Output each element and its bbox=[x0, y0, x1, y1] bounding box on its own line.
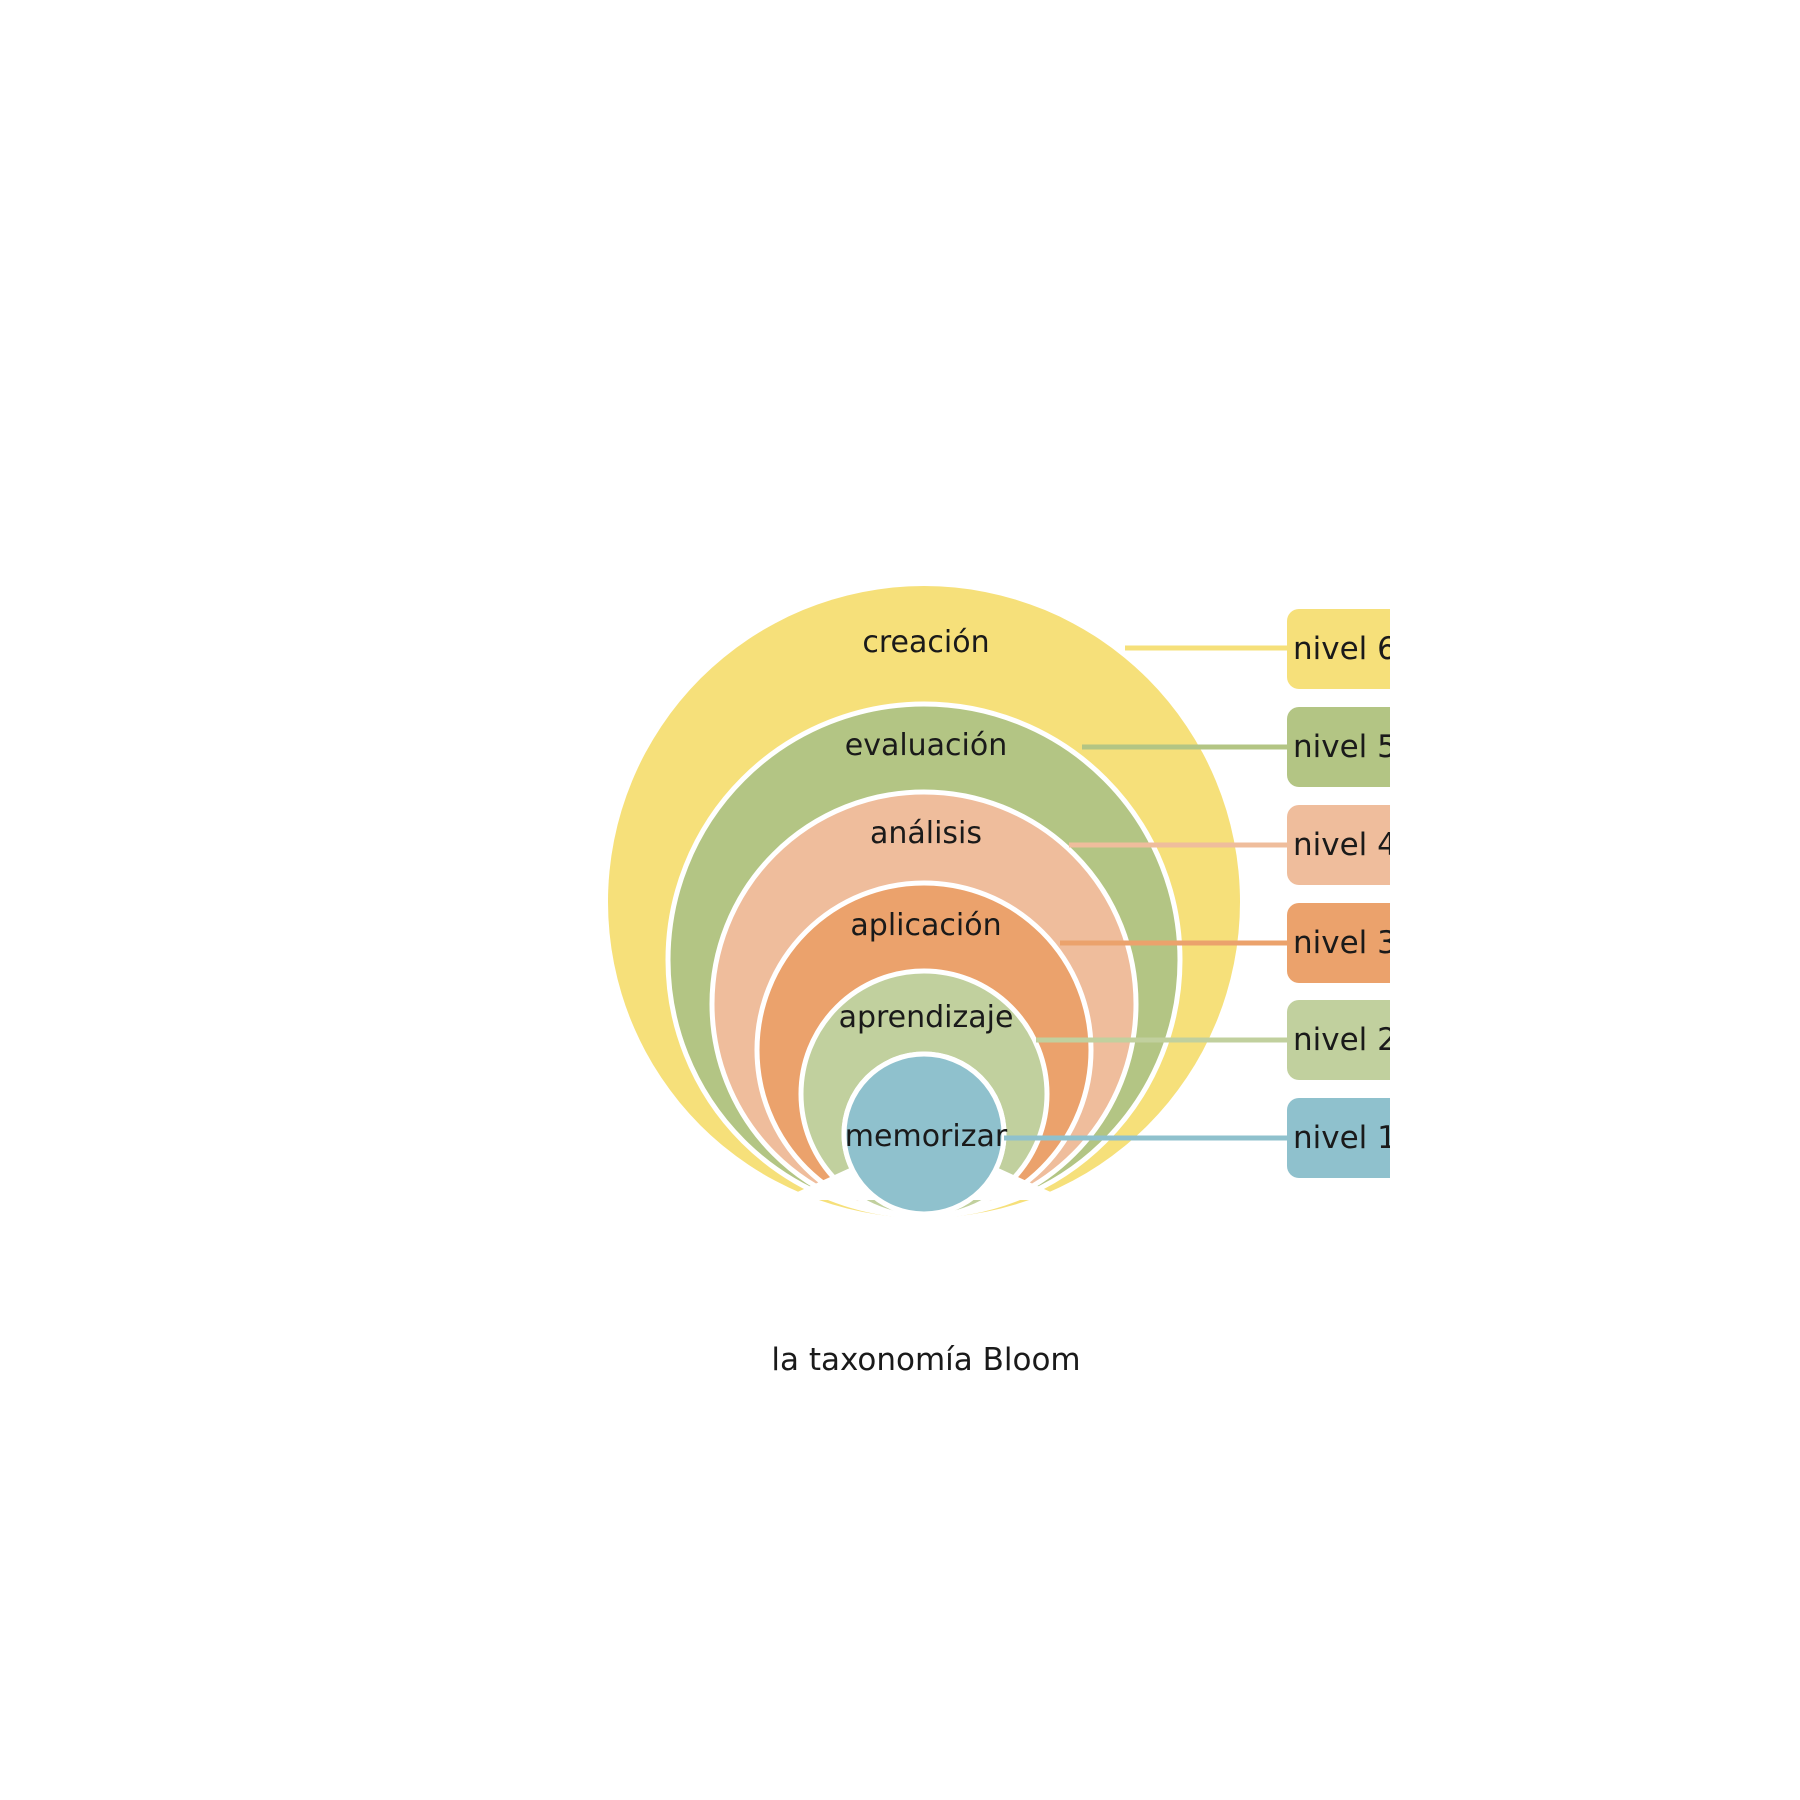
level-box-5: nivel 5 bbox=[1287, 707, 1397, 787]
level-label: nivel 2 bbox=[1293, 1022, 1397, 1058]
concentric-rings bbox=[608, 586, 1240, 1220]
level-label: nivel 3 bbox=[1293, 925, 1397, 961]
level-label: nivel 4 bbox=[1293, 827, 1397, 863]
connector-lines bbox=[1004, 645, 1287, 1141]
level-boxes: nivel 6 nivel 5 nivel 4 nivel 3 nivel 2 nivel… bbox=[1287, 609, 1397, 1178]
level-label: nivel 6 bbox=[1293, 631, 1397, 667]
ring-labels: creación evaluación análisis aplicación apre… bbox=[839, 625, 1014, 1154]
ring-label-3: aplicación bbox=[850, 908, 1001, 943]
level-box-background bbox=[1287, 707, 1390, 787]
ring-label-6: creación bbox=[862, 625, 989, 660]
ring-label-5: evaluación bbox=[845, 728, 1008, 763]
level-box-background bbox=[1287, 805, 1390, 885]
level-box-background bbox=[1287, 609, 1390, 689]
ring-label-1: memorizar bbox=[845, 1119, 1008, 1154]
ring-label-4: análisis bbox=[870, 816, 982, 851]
level-box-background bbox=[1287, 1000, 1390, 1080]
level-box-4: nivel 4 bbox=[1287, 805, 1397, 885]
level-box-1: nivel 1 bbox=[1287, 1098, 1397, 1178]
ring-1-core bbox=[841, 1051, 1007, 1217]
level-label: nivel 5 bbox=[1293, 729, 1397, 765]
ring-label-2: aprendizaje bbox=[839, 1000, 1014, 1035]
level-box-6: nivel 6 bbox=[1287, 609, 1397, 689]
level-box-background bbox=[1287, 1098, 1390, 1178]
level-label: nivel 1 bbox=[1293, 1120, 1397, 1156]
level-box-3: nivel 3 bbox=[1287, 903, 1397, 983]
level-box-2: nivel 2 bbox=[1287, 1000, 1397, 1080]
diagram-caption: la taxonomía Bloom bbox=[771, 1342, 1080, 1378]
level-box-background bbox=[1287, 903, 1390, 983]
